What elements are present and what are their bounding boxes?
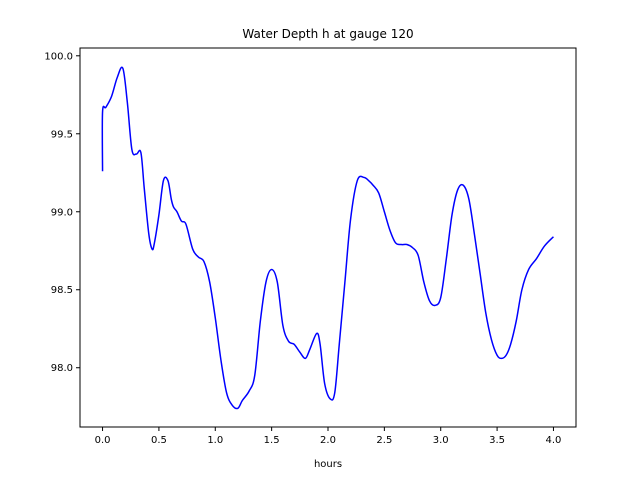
y-tick-label: 99.0 <box>51 207 73 218</box>
x-tick-label: 1.0 <box>207 435 223 446</box>
x-tick-label: 0.0 <box>95 435 111 446</box>
y-tick-label: 98.0 <box>51 363 73 374</box>
axis-ticks: 0.0 0.5 1.0 1.5 2.0 2.5 3.0 3.5 4.0 98.0 98.5 99.0 9… <box>44 51 561 446</box>
y-tick-label: 100.0 <box>44 51 73 62</box>
y-tick-label: 99.5 <box>51 129 73 140</box>
x-tick-label: 3.5 <box>489 435 505 446</box>
x-axis-label: hours <box>314 459 342 470</box>
x-tick-label: 1.5 <box>264 435 280 446</box>
x-tick-label: 0.5 <box>151 435 167 446</box>
x-tick-label: 3.0 <box>433 435 449 446</box>
chart-title: Water Depth h at gauge 120 <box>242 27 413 41</box>
x-tick-label: 2.0 <box>320 435 336 446</box>
series-line <box>101 66 554 410</box>
y-tick-label: 98.5 <box>51 285 73 296</box>
x-tick-label: 4.0 <box>546 435 562 446</box>
plot-frame <box>79 47 577 428</box>
x-tick-label: 2.5 <box>376 435 392 446</box>
plot-area <box>101 66 554 410</box>
